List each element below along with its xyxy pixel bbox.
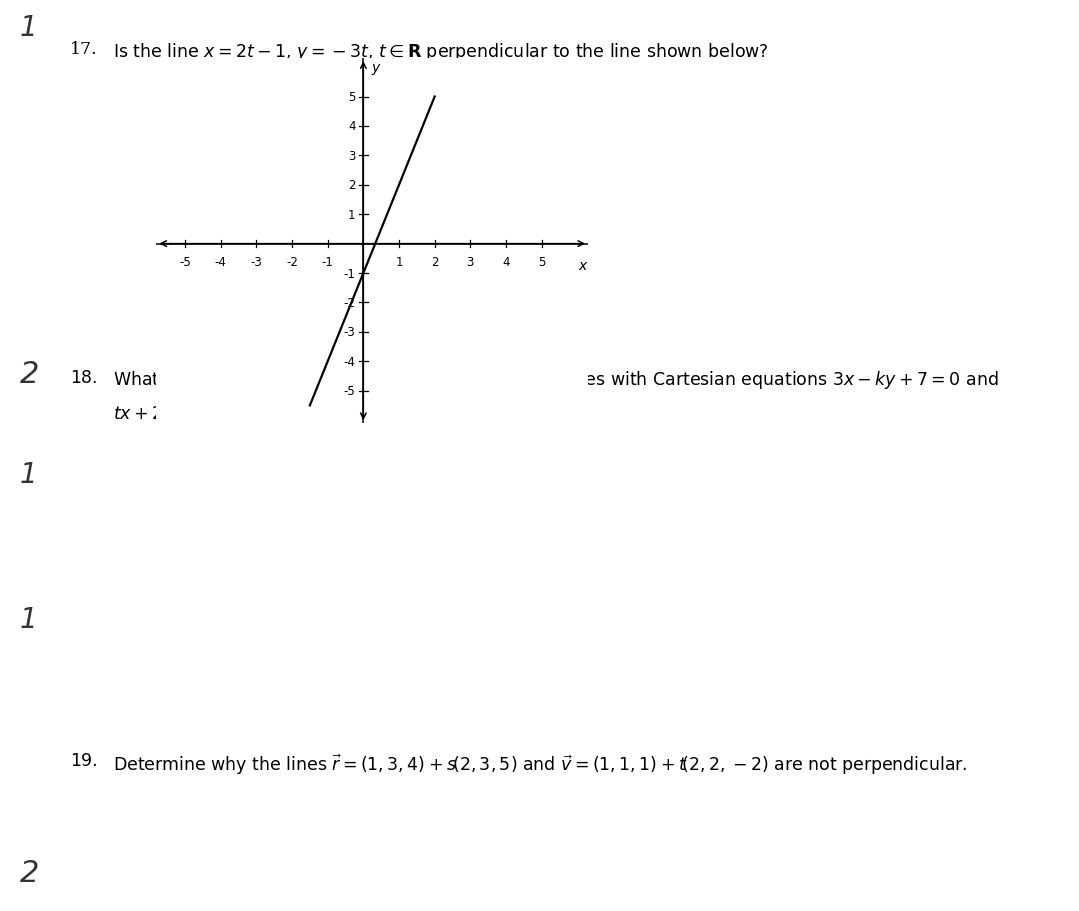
Text: 2: 2 [19, 858, 39, 887]
Text: 2: 2 [349, 179, 355, 192]
Text: -2: -2 [343, 297, 355, 310]
Text: x: x [578, 259, 586, 273]
Text: 4: 4 [502, 255, 509, 269]
Text: -1: -1 [343, 267, 355, 281]
Text: 2: 2 [19, 360, 39, 389]
Text: 1: 1 [19, 460, 37, 488]
Text: 1: 1 [19, 606, 37, 634]
Text: -4: -4 [343, 355, 355, 368]
Text: -4: -4 [215, 255, 227, 269]
Text: -1: -1 [322, 255, 333, 269]
Text: What relationship between $t$ and $k$ would make the lines with Cartesian equati: What relationship between $t$ and $k$ wo… [113, 369, 999, 391]
Text: -5: -5 [179, 255, 191, 269]
Text: 2: 2 [431, 255, 438, 269]
Text: 5: 5 [538, 255, 545, 269]
Text: 1: 1 [349, 209, 355, 221]
Text: 3: 3 [466, 255, 474, 269]
Text: 19.: 19. [70, 752, 98, 770]
Text: Determine why the lines $\vec{r} = \left(1, 3, 4\right) + s\!\left(2, 3, 5\right: Determine why the lines $\vec{r} = \left… [113, 752, 968, 776]
Text: 3: 3 [349, 149, 355, 163]
Text: 5: 5 [349, 91, 355, 104]
Text: y: y [371, 61, 380, 75]
Text: 18.: 18. [70, 369, 97, 387]
Text: 1: 1 [395, 255, 402, 269]
Text: Is the line $x = 2t - 1$, $y = -3t$, $t \in \mathbf{R}$ perpendicular to the lin: Is the line $x = 2t - 1$, $y = -3t$, $t … [113, 41, 769, 63]
Text: 1: 1 [19, 14, 37, 42]
Text: -2: -2 [286, 255, 298, 269]
Text: $tx + 2y - 3 = 0$ perpendicular?: $tx + 2y - 3 = 0$ perpendicular? [113, 403, 373, 425]
Text: -3: -3 [250, 255, 262, 269]
Text: 17.: 17. [70, 41, 98, 58]
Text: -5: -5 [344, 384, 355, 398]
Text: 4: 4 [349, 120, 355, 133]
Text: -3: -3 [344, 326, 355, 339]
